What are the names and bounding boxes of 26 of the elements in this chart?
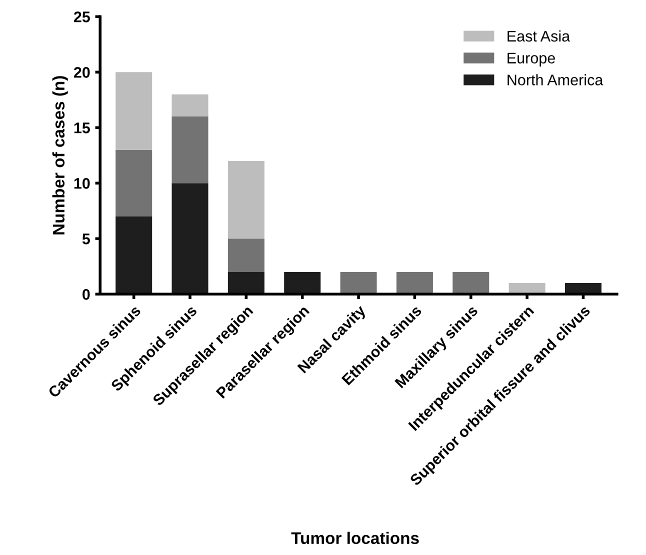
- bar: [284, 272, 321, 294]
- bar: [172, 94, 208, 117]
- y-tick-label: 5: [82, 234, 90, 244]
- legend-label: East Asia: [508, 30, 570, 42]
- bar: [172, 116, 208, 184]
- bar: [116, 150, 152, 216]
- bar: [116, 216, 152, 294]
- y-tick-label: 0: [82, 289, 90, 300]
- y-tick-label: 10: [74, 178, 90, 189]
- bar: [116, 72, 152, 150]
- bar: [564, 283, 602, 294]
- bar: [172, 183, 208, 294]
- x-axis-title: Tumor locations: [291, 532, 419, 544]
- bar: [508, 283, 546, 294]
- y-tick-label: 20: [74, 67, 90, 78]
- bar: [228, 160, 264, 239]
- bar: [452, 272, 490, 294]
- bar: [228, 272, 264, 294]
- legend-label: Europe: [508, 52, 555, 67]
- legend-label: North America: [508, 74, 604, 86]
- bar: [396, 272, 433, 294]
- bar: [228, 238, 264, 272]
- y-tick-label: 15: [74, 122, 90, 134]
- y-tick-label: 25: [74, 12, 90, 22]
- y-axis-title: Number of cases (n): [52, 76, 68, 234]
- bar: [340, 272, 377, 294]
